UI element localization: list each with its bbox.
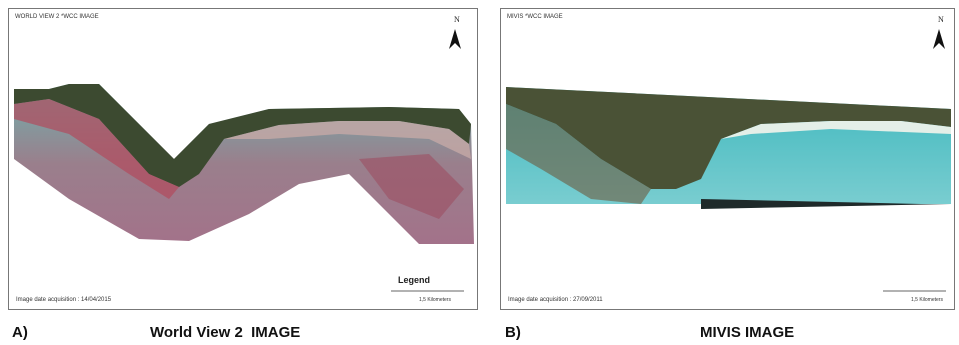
panel-label: A) bbox=[12, 324, 28, 341]
north-arrow-label: N bbox=[454, 15, 460, 24]
map-panel: MIVIS *WCC IMAGE N 1,5 Kilometers Image … bbox=[500, 8, 955, 310]
panel-title: MIVIS *WCC IMAGE bbox=[507, 14, 563, 20]
scale-bar-label: 1,5 Kilometers bbox=[911, 297, 943, 303]
panel-label: B) bbox=[505, 324, 521, 341]
scale-bar-label: 1,5 Kilometers bbox=[419, 297, 451, 303]
page: {"panels": [ {"title": "WORLD VIEW 2 *WC… bbox=[0, 0, 959, 345]
panel-title: WORLD VIEW 2 *WCC IMAGE bbox=[15, 14, 99, 20]
legend-title: Legend bbox=[398, 275, 430, 285]
acquisition-date: Image date acquisition : 14/04/2015 bbox=[16, 297, 111, 303]
north-arrow-label: N bbox=[938, 15, 944, 24]
acquisition-date: Image date acquisition : 27/09/2011 bbox=[508, 297, 603, 303]
panel-caption: MIVIS IMAGE bbox=[700, 324, 794, 341]
map-panel: WORLD VIEW 2 *WCC IMAGE N Legend 1,5 Kil… bbox=[8, 8, 478, 310]
map-image bbox=[501, 9, 954, 309]
map-image bbox=[9, 9, 477, 309]
panel-caption: World View 2 IMAGE bbox=[150, 324, 300, 341]
